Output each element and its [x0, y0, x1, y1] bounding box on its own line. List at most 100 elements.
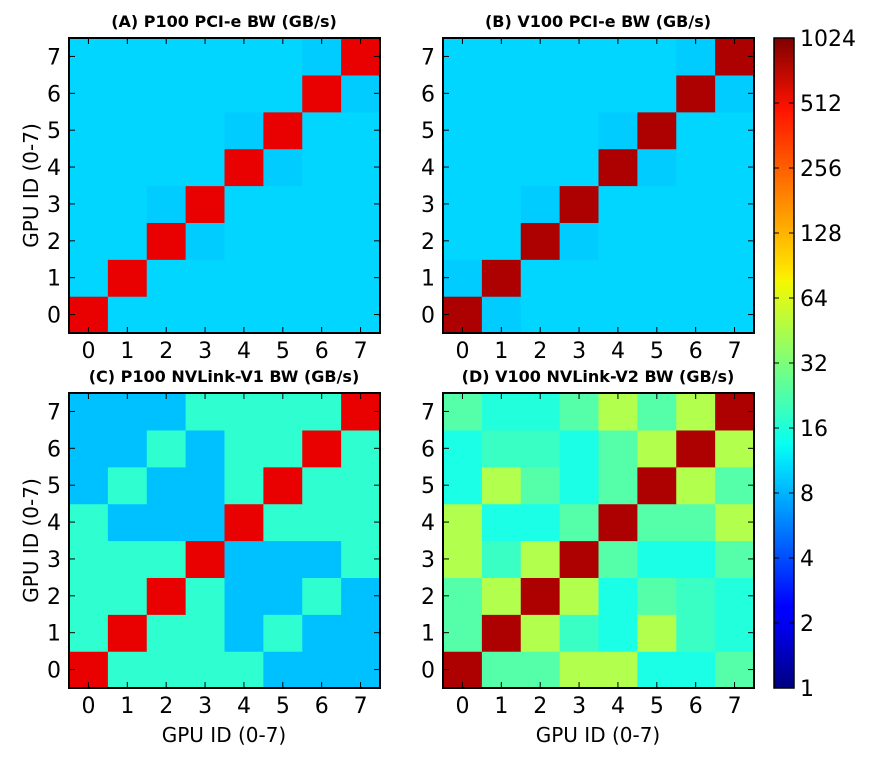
heatmap-cell [481, 614, 522, 652]
heatmap-cell [559, 429, 600, 468]
y-tick-label: 5 [421, 474, 435, 499]
x-tick-label: 6 [315, 694, 329, 719]
heatmap-cell [481, 74, 522, 113]
heatmap-cell [520, 185, 561, 223]
heatmap-cell [69, 393, 109, 431]
heatmap-cell [559, 111, 600, 150]
heatmap-cell [443, 540, 483, 578]
colorbar-tick-label: 1 [800, 677, 814, 702]
x-tick-label: 5 [276, 694, 290, 719]
heatmap-cell [481, 503, 522, 542]
heatmap-cell [69, 185, 109, 223]
panel-title: (A) P100 PCI-e BW (GB/s) [111, 12, 337, 31]
heatmap-cell [224, 429, 264, 468]
x-tick-label: 3 [572, 694, 586, 719]
heatmap-cell [263, 466, 303, 505]
heatmap-cell [185, 259, 226, 297]
heatmap-cell [263, 259, 303, 297]
x-tick-label: 2 [159, 339, 173, 364]
heatmap-cell [185, 429, 226, 468]
heatmap-cell [637, 393, 677, 431]
heatmap-cell [598, 466, 638, 505]
y-tick-label: 1 [421, 267, 435, 292]
x-tick-label: 0 [81, 694, 95, 719]
y-tick-label: 2 [421, 585, 435, 610]
heatmap-cell [520, 74, 561, 113]
heatmap-cell [598, 111, 638, 150]
heatmap-cell [224, 111, 264, 150]
heatmap-cell [598, 614, 638, 652]
y-tick-label: 3 [421, 193, 435, 218]
heatmap-cell [146, 222, 187, 260]
heatmap-cell [146, 614, 187, 652]
y-tick-label: 4 [47, 511, 61, 536]
heatmap-cell [263, 148, 303, 187]
heatmap-cell [443, 148, 483, 187]
heatmap-cell [146, 111, 187, 150]
x-tick-label: 7 [728, 694, 742, 719]
x-tick-label: 6 [689, 339, 703, 364]
x-tick-label: 2 [533, 339, 547, 364]
x-tick-label: 1 [494, 339, 508, 364]
heatmap-cell [443, 614, 483, 652]
x-axis-label: GPU ID (0-7) [536, 723, 660, 747]
y-tick-label: 2 [47, 230, 61, 255]
heatmap-cell [481, 148, 522, 187]
heatmap-cell [263, 38, 303, 76]
x-tick-label: 5 [650, 339, 664, 364]
colorbar-tick-label: 128 [800, 222, 842, 247]
y-tick-label: 3 [421, 548, 435, 573]
x-tick-label: 0 [455, 694, 469, 719]
y-tick-label: 5 [421, 119, 435, 144]
heatmap-cell [559, 74, 600, 113]
heatmap-cell [598, 577, 638, 615]
heatmap-cell [107, 222, 148, 260]
colorbar-tick-label: 4 [800, 547, 814, 572]
heatmap-cell [559, 148, 600, 187]
heatmap-cell [676, 466, 716, 505]
y-tick-label: 3 [47, 193, 61, 218]
heatmap-cell [107, 503, 148, 542]
heatmap-cell [263, 185, 303, 223]
heatmap-cell [637, 111, 677, 150]
heatmap-cell [598, 74, 638, 113]
heatmap-cell [302, 540, 342, 578]
colorbar-tick-label: 2 [800, 612, 814, 637]
y-tick-label: 0 [47, 659, 61, 684]
heatmap-cell [598, 503, 638, 542]
x-tick-label: 3 [198, 694, 212, 719]
heatmap-cell [224, 393, 264, 431]
heatmap-cell [637, 222, 677, 260]
heatmap-cell [637, 577, 677, 615]
heatmap-cell [146, 429, 187, 468]
heatmap-cell [107, 466, 148, 505]
heatmap-cell [224, 614, 264, 652]
heatmap-cell [69, 614, 109, 652]
colorbar-tick-label: 16 [800, 417, 828, 442]
heatmap-cell [520, 429, 561, 468]
heatmap-cell [107, 111, 148, 150]
heatmap-cell [302, 466, 342, 505]
heatmap-cell [520, 38, 561, 76]
heatmap-cell [107, 540, 148, 578]
heatmap-cell [69, 259, 109, 297]
panel-title: (D) V100 NVLink-V2 BW (GB/s) [462, 367, 735, 386]
x-axis-label: GPU ID (0-7) [162, 723, 286, 747]
heatmap-cell [481, 429, 522, 468]
x-tick-label: 0 [81, 339, 95, 364]
heatmap-cell [69, 503, 109, 542]
heatmap-cell [559, 577, 600, 615]
heatmap-cell [146, 148, 187, 187]
x-tick-label: 6 [689, 694, 703, 719]
heatmap-cell [69, 111, 109, 150]
heatmap-cell [520, 393, 561, 431]
heatmap-cell [224, 503, 264, 542]
panel-title: (B) V100 PCI-e BW (GB/s) [485, 12, 711, 31]
heatmap-cell [146, 503, 187, 542]
colorbar-gradient [774, 38, 794, 688]
heatmap-cell [263, 503, 303, 542]
heatmap-cell [443, 185, 483, 223]
heatmap-cell [263, 429, 303, 468]
